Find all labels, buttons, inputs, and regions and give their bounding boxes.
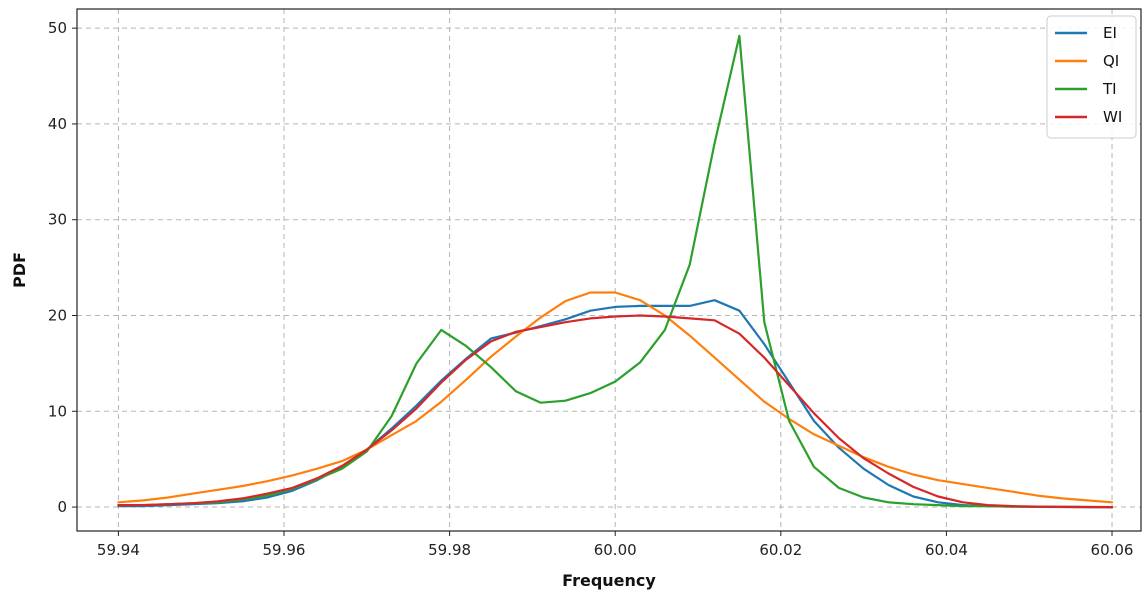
y-tick-label: 30 [48,211,67,229]
x-tick-label: 59.94 [97,541,140,559]
y-tick-label: 0 [57,498,67,516]
y-tick-label: 40 [48,115,67,133]
series-layer [117,34,1114,509]
x-tick-label: 60.04 [925,541,968,559]
series-line-wi [117,314,1114,509]
series-line-ei [117,299,1114,509]
x-tick-label: 60.06 [1091,541,1134,559]
x-tick-label: 59.96 [263,541,306,559]
y-axis-label: PDF [10,252,29,288]
x-axis-label: Frequency [562,571,656,590]
y-tick-label: 50 [48,19,67,37]
grid [77,9,1141,531]
x-tick-label: 59.98 [428,541,471,559]
legend-label: TI [1102,80,1117,98]
axis-ticks: 59.94 59.96 59.98 60.00 60.02 60.04 60.06 0 10 20… [48,19,1134,559]
y-tick-label: 20 [48,306,67,324]
series-line-ti [117,34,1114,509]
x-tick-label: 60.00 [594,541,637,559]
legend: EI QI TI WI [1046,15,1137,139]
legend-label: QI [1103,52,1119,70]
legend-label: EI [1103,24,1117,42]
legend-label: WI [1103,108,1122,126]
legend-box [1046,15,1137,139]
plot-frame [76,8,1142,532]
series-line-qi [117,291,1114,504]
y-tick-label: 10 [48,402,67,420]
x-tick-label: 60.02 [759,541,802,559]
